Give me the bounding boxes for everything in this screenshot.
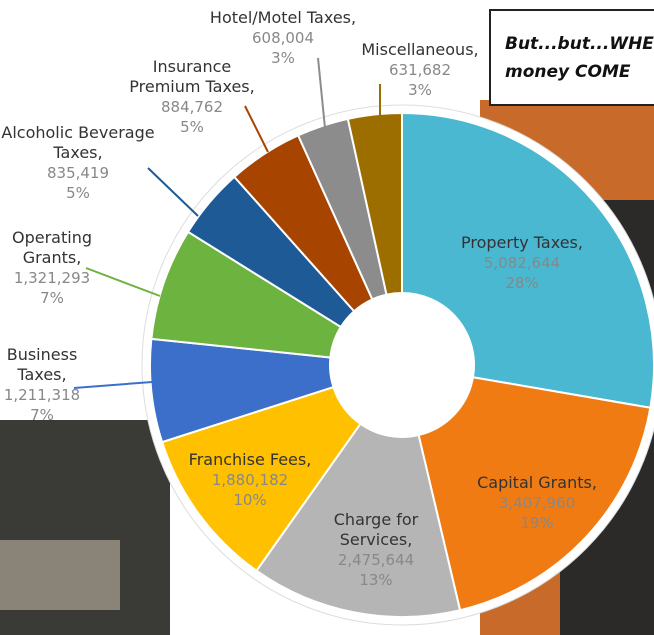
slice-label: Property Taxes, 5,082,644 28%: [442, 233, 602, 293]
value-label: 1,211,318: [3, 386, 81, 404]
value-label: 1,880,182: [211, 471, 289, 489]
slice-label: Hotel/Motel Taxes, 608,004 3%: [198, 8, 368, 68]
percent-label: 7%: [30, 406, 54, 424]
slice-label: Business Taxes, 1,211,318 7%: [0, 345, 84, 425]
category-label: Property Taxes,: [461, 233, 583, 252]
value-label: 631,682: [388, 61, 452, 79]
category-label: Hotel/Motel Taxes,: [209, 8, 357, 27]
category-label: Insurance Premium Taxes,: [129, 57, 255, 96]
value-label: 3,407,960: [498, 494, 576, 512]
pie-slice: [160, 385, 362, 573]
category-label: Miscellaneous,: [361, 40, 479, 59]
pie-slice: [255, 422, 462, 618]
slice-label: Alcoholic Beverage Taxes, 835,419 5%: [0, 123, 156, 203]
leader-line: [244, 105, 269, 153]
percent-label: 5%: [66, 184, 90, 202]
value-label: 5,082,644: [483, 254, 561, 272]
caption: money COME: [505, 62, 631, 82]
slice-label: Franchise Fees, 1,880,182 10%: [175, 450, 325, 510]
category-label: Franchise Fees,: [188, 450, 312, 469]
caption-box: [489, 9, 654, 106]
value-label: 884,762: [160, 98, 224, 116]
value-label: 608,004: [251, 29, 315, 47]
value-label: 2,475,644: [337, 551, 415, 569]
percent-label: 19%: [520, 514, 554, 532]
category-label: Operating Grants,: [12, 228, 92, 267]
pie-slice: [401, 111, 654, 409]
slice-label: Charge for Services, 2,475,644 13%: [311, 510, 441, 590]
slice-label: Capital Grants, 3,407,960 19%: [457, 473, 617, 533]
percent-label: 13%: [359, 571, 393, 589]
percent-label: 5%: [180, 118, 204, 136]
value-label: 835,419: [46, 164, 110, 182]
category-label: Business Taxes,: [6, 345, 78, 384]
slice-label: Miscellaneous, 631,682 3%: [355, 40, 485, 100]
leader-line: [147, 167, 199, 217]
leader-line: [85, 267, 161, 297]
caption: But...but...WHE: [505, 34, 654, 54]
leader-line: [317, 57, 326, 129]
category-label: Capital Grants,: [477, 473, 597, 492]
category-label: Charge for Services,: [333, 510, 419, 549]
percent-label: 28%: [505, 274, 539, 292]
value-label: 1,321,293: [13, 269, 91, 287]
comic-panel: [0, 540, 120, 610]
pie-slice: [417, 376, 652, 612]
category-label: Alcoholic Beverage Taxes,: [1, 123, 155, 162]
percent-label: 3%: [271, 49, 295, 67]
slice-label: Operating Grants, 1,321,293 7%: [0, 228, 104, 308]
slice-label: Insurance Premium Taxes, 884,762 5%: [117, 57, 267, 137]
percent-label: 7%: [40, 289, 64, 307]
leader-line: [73, 381, 153, 389]
percent-label: 3%: [408, 81, 432, 99]
pie-slice: [346, 111, 403, 296]
percent-label: 10%: [233, 491, 267, 509]
